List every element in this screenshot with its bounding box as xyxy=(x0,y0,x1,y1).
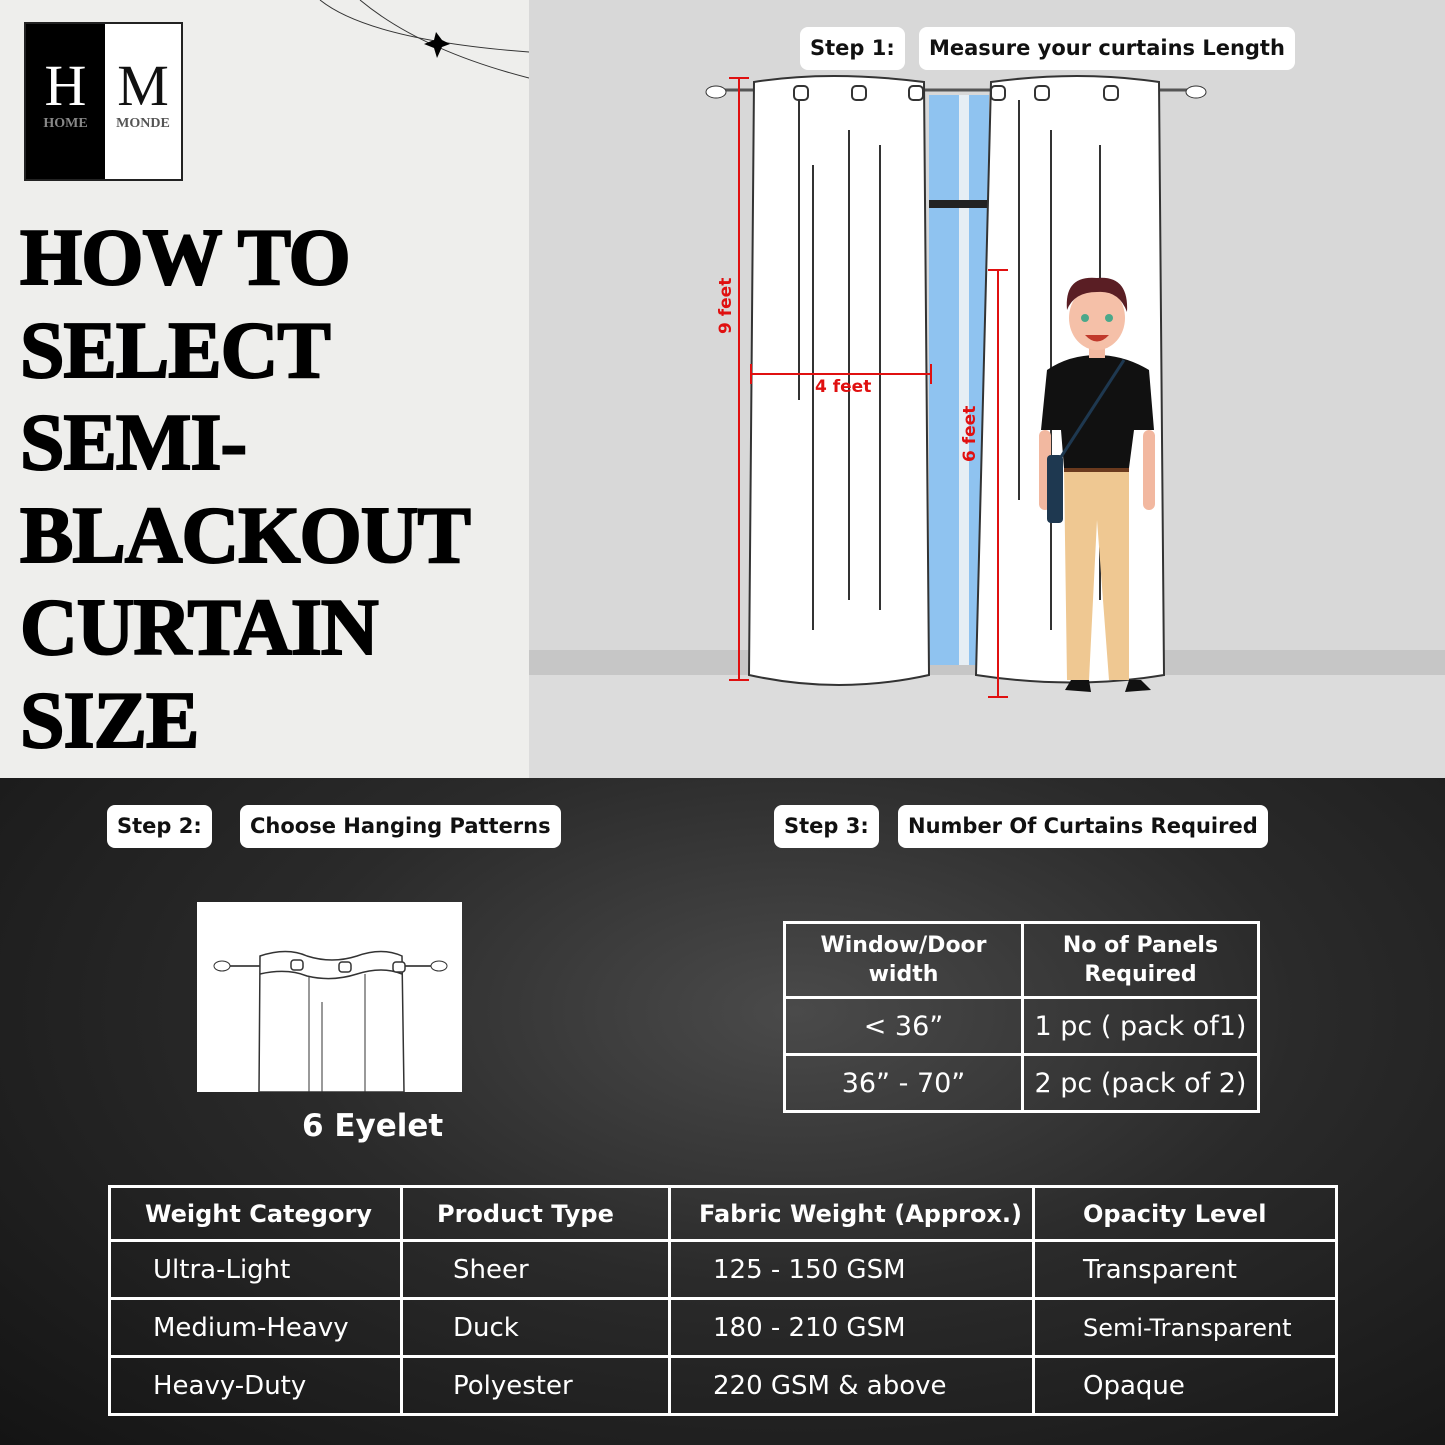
column-header: Weight Category xyxy=(108,1185,403,1242)
table-row: 36” - 70” 2 pc (pack of 2) xyxy=(783,1053,1260,1113)
table-cell: < 36” xyxy=(783,996,1024,1056)
table-cell: Duck xyxy=(400,1297,671,1358)
title-panel: H HOME M MONDE HOW TO SELECT SEMI- BLACKOU… xyxy=(0,0,529,778)
table-cell: Opaque xyxy=(1032,1355,1338,1416)
page-title: HOW TO SELECT SEMI- BLACKOUT CURTAIN SIZ… xyxy=(19,212,472,767)
table-cell: Transparent xyxy=(1032,1239,1338,1300)
title-line: HOW TO xyxy=(19,213,352,303)
step3-label: Number Of Curtains Required xyxy=(898,805,1268,848)
title-line: BLACKOUT xyxy=(19,491,472,581)
table-cell: Heavy-Duty xyxy=(108,1355,403,1416)
table-cell: 220 GSM & above xyxy=(668,1355,1035,1416)
column-header: No of Panels Required xyxy=(1021,921,1260,999)
title-line: SIZE xyxy=(19,676,200,766)
column-header: Fabric Weight (Approx.) xyxy=(668,1185,1035,1242)
table-cell: 1 pc ( pack of1) xyxy=(1021,996,1260,1056)
step1-badge: Step 1: xyxy=(800,27,905,70)
title-line: SELECT xyxy=(19,306,332,396)
height-measure-label: 9 feet xyxy=(716,278,736,334)
curtain-illustration: 9 feet 4 feet 6 feet xyxy=(529,75,1445,778)
table-cell: 180 - 210 GSM xyxy=(668,1297,1035,1358)
column-header: Window/Door width xyxy=(783,921,1024,999)
person-height-label: 6 feet xyxy=(960,406,980,462)
table-cell: Sheer xyxy=(400,1239,671,1300)
eyelet-pattern-label: 6 Eyelet xyxy=(302,1108,444,1144)
table-row: Medium-Heavy Duck 180 - 210 GSM Semi-Transp… xyxy=(108,1297,1338,1358)
home-monde-logo: H HOME M MONDE xyxy=(24,22,183,181)
eyelet-pattern-image xyxy=(197,902,462,1093)
step1-label: Measure your curtains Length xyxy=(919,27,1295,70)
table-row: Ultra-Light Sheer 125 - 150 GSM Transparent xyxy=(108,1239,1338,1300)
title-line: SEMI- xyxy=(19,398,248,488)
table-cell: Ultra-Light xyxy=(108,1239,403,1300)
person-figure xyxy=(1039,277,1155,692)
width-measure-label: 4 feet xyxy=(815,377,871,397)
table-cell: 36” - 70” xyxy=(783,1053,1024,1113)
table-cell: Polyester xyxy=(400,1355,671,1416)
step2-label: Choose Hanging Patterns xyxy=(240,805,561,848)
table-header-row: Weight Category Product Type Fabric Weig… xyxy=(108,1185,1338,1242)
column-header: Opacity Level xyxy=(1032,1185,1338,1242)
eyelet-curtain-icon xyxy=(213,950,448,1093)
step2-badge: Step 2: xyxy=(107,805,212,848)
column-header: Product Type xyxy=(400,1185,671,1242)
table-cell: Medium-Heavy xyxy=(108,1297,403,1358)
table-row: Heavy-Duty Polyester 220 GSM & above Opaque xyxy=(108,1355,1338,1416)
step1-panel: Step 1: Measure your curtains Length 9 f… xyxy=(529,0,1445,778)
panels-required-table: Window/Door width No of Panels Required … xyxy=(783,921,1260,1113)
table-header-row: Window/Door width No of Panels Required xyxy=(783,921,1260,999)
table-row: < 36” 1 pc ( pack of1) xyxy=(783,996,1260,1056)
title-line: CURTAIN xyxy=(19,583,380,673)
star-swoosh-decoration xyxy=(319,0,529,79)
table-cell: 125 - 150 GSM xyxy=(668,1239,1035,1300)
table-cell: 2 pc (pack of 2) xyxy=(1021,1053,1260,1113)
fabric-weight-table: Weight Category Product Type Fabric Weig… xyxy=(108,1185,1338,1416)
table-cell: Semi-Transparent xyxy=(1032,1297,1338,1358)
step3-badge: Step 3: xyxy=(774,805,879,848)
left-curtain-panel xyxy=(747,75,931,686)
